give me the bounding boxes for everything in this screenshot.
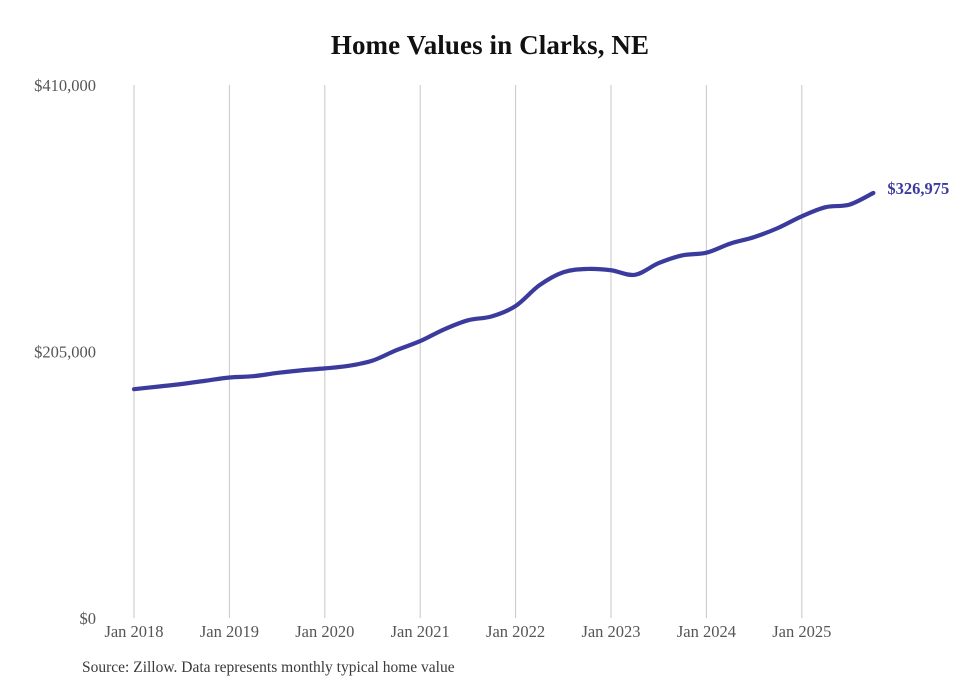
x-axis-tick-label: Jan 2021 (391, 622, 450, 641)
y-axis-tick-label: $410,000 (34, 76, 96, 95)
x-axis-tick-label: Jan 2024 (677, 622, 736, 641)
x-axis-tick-label: Jan 2020 (295, 622, 354, 641)
y-axis-labels: $0 $205,000 $410,000 (34, 76, 96, 628)
value-series-line (131, 190, 876, 392)
gridlines (133, 85, 803, 618)
x-axis-tick-label: Jan 2025 (772, 622, 831, 641)
x-axis-tick-label: Jan 2019 (200, 622, 259, 641)
x-axis-tick-label: Jan 2022 (486, 622, 545, 641)
page-title: Home Values in Clarks, NE (330, 30, 650, 60)
source-note: Source: Zillow. Data represents monthly … (82, 659, 455, 676)
y-axis-tick-label: $205,000 (34, 343, 96, 362)
x-axis-labels: Jan 2018 Jan 2019 Jan 2020 Jan 2021 Jan 2022… (104, 622, 831, 641)
x-axis-tick-label: Jan 2018 (104, 622, 163, 641)
y-axis-tick-label: $0 (80, 609, 97, 628)
endpoint-value-label: $326,975 (887, 179, 949, 198)
x-axis-tick-label: Jan 2023 (581, 622, 640, 641)
